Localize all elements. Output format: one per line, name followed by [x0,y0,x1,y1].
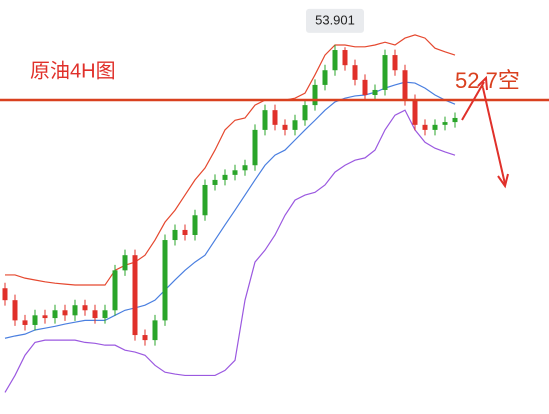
candle-body [262,110,268,130]
candle-body [22,320,28,325]
candle-body [242,165,248,171]
band-line [4,81,456,339]
band-line [4,109,456,393]
max-label: 53.901 [315,12,355,27]
candle-body [452,117,458,123]
candle-body [232,170,238,175]
chart-title: 原油4H图 [30,59,116,82]
candle-body [122,255,128,271]
arrow-head [497,173,509,189]
candle-body [312,84,318,106]
candle-body [352,65,358,80]
candle-body [2,288,8,301]
candle-body [112,270,118,311]
candle-body [102,310,108,319]
candle-body [282,124,288,130]
candle-body [442,122,448,125]
candle-body [202,184,208,216]
candle-body [142,335,148,341]
max-label-box [306,8,364,33]
candle-body [32,315,38,325]
candle-body [412,100,418,125]
candle-body [62,310,68,316]
candle-body [292,120,298,130]
candle-body [372,89,378,96]
candle-body [152,320,158,341]
candle-body [52,310,58,319]
candles [2,44,458,346]
candle-body [252,129,258,166]
candle-body [342,50,348,66]
candle-body [12,300,18,321]
arrow-head [477,75,488,91]
candle-body [72,305,78,316]
candle-body [192,215,198,235]
arrow-down [482,87,506,185]
candle-body [302,105,308,121]
candle-body [132,255,138,336]
candle-body [382,55,388,90]
candle-body [362,79,368,96]
band-line [5,34,456,286]
candle-body [182,229,188,235]
candle-body [172,229,178,241]
candle-body [392,55,398,71]
candle-body [272,110,278,125]
candle-body [422,124,428,130]
candle-body [212,179,218,185]
bands [4,34,456,393]
candle-body [332,50,338,71]
candle-body [322,70,328,85]
arrows [461,75,509,189]
candle-body [42,315,48,319]
candle-body [162,240,168,321]
candle-body [402,70,408,101]
candle-body [82,305,88,311]
candle-body [92,310,98,319]
arrow-up [461,81,485,121]
candle-body [432,124,438,130]
candle-body [222,174,228,180]
